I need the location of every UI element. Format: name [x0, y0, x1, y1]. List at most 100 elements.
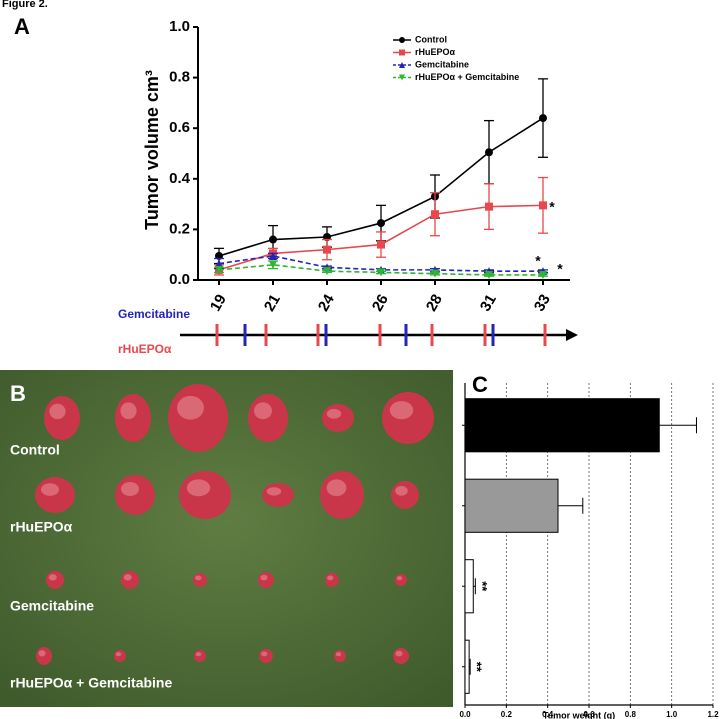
data-point — [269, 260, 277, 269]
y-tick-label: 0.0 — [169, 271, 190, 288]
tumor-highlight — [395, 485, 408, 496]
bar — [464, 478, 559, 533]
tumor — [395, 574, 407, 586]
annotation: * — [557, 261, 563, 277]
y-tick-label: 0.8 — [169, 69, 190, 86]
tumor-highlight — [195, 652, 202, 657]
panel-label: A — [14, 14, 30, 39]
schedule-arrow — [566, 329, 578, 341]
data-point — [377, 219, 385, 228]
data-point — [485, 148, 493, 157]
annotation: * — [535, 253, 541, 269]
tumor — [391, 481, 419, 509]
error-bar — [659, 417, 697, 434]
data-point — [323, 245, 331, 254]
panel-label: B — [10, 381, 26, 406]
bar — [464, 398, 660, 453]
photo-label: rHuEPOα + Gemcitabine — [10, 675, 172, 691]
schedule-label: rHuEPOα — [118, 342, 172, 356]
error-bar — [558, 497, 584, 514]
tumor — [44, 396, 80, 440]
error-bar — [473, 578, 476, 595]
tumor-highlight — [49, 403, 66, 420]
tumor-highlight — [327, 575, 334, 581]
legend-marker — [399, 49, 405, 56]
tumor-highlight — [389, 401, 414, 420]
tumor-highlight — [195, 575, 202, 581]
tumor — [320, 471, 364, 519]
x-tick-label: 33 — [531, 291, 554, 314]
x-tick-label: 0.4 — [542, 710, 554, 719]
tumor-highlight — [186, 479, 211, 497]
legend-marker — [399, 62, 405, 68]
tumor — [168, 384, 228, 452]
tumor-highlight — [48, 574, 57, 581]
tumor — [334, 650, 346, 662]
x-axis-title: Tumor weight (g) — [543, 710, 615, 719]
photo-label: rHuEPOα — [10, 519, 73, 535]
tumor — [262, 483, 294, 507]
tumor — [121, 571, 139, 589]
data-point — [485, 202, 493, 211]
data-point — [431, 210, 439, 219]
legend-label: rHuEPOα — [415, 47, 456, 57]
tumor-highlight — [260, 574, 268, 581]
data-point — [215, 265, 223, 274]
data-point — [377, 240, 385, 249]
x-tick-label: 26 — [369, 291, 392, 314]
bar — [464, 639, 470, 694]
x-tick-label: 31 — [477, 291, 500, 314]
x-tick-label: 1.2 — [707, 710, 719, 719]
data-point — [431, 269, 439, 278]
data-point — [269, 251, 277, 260]
data-point — [485, 270, 493, 279]
tumor-highlight — [254, 402, 272, 420]
tumor-highlight — [261, 651, 268, 657]
tumor-highlight — [120, 402, 137, 420]
tumor — [46, 571, 64, 589]
tumor — [325, 573, 339, 587]
panel-label: C — [472, 372, 488, 397]
data-point — [323, 267, 331, 276]
data-point — [215, 259, 223, 268]
x-tick-label: 0.6 — [583, 710, 595, 719]
data-point — [539, 270, 547, 279]
tumor — [259, 649, 273, 663]
error-bar — [469, 658, 471, 675]
data-point — [269, 235, 277, 244]
tumor — [382, 392, 434, 444]
legend-marker — [399, 37, 405, 43]
tumor-highlight — [326, 479, 347, 497]
data-point — [377, 268, 385, 277]
tumor — [114, 650, 126, 662]
x-tick-label: 0.8 — [625, 710, 637, 719]
y-tick-label: 0.4 — [169, 170, 191, 187]
photo-panel — [0, 370, 453, 707]
tumor-highlight — [41, 483, 59, 496]
annotation: ** — [475, 581, 490, 592]
tumor-highlight — [115, 652, 122, 657]
y-tick-label: 0.2 — [169, 220, 190, 237]
figure-label: Figure 2. — [2, 0, 48, 10]
legend-marker — [399, 74, 405, 81]
tumor — [393, 648, 409, 664]
photo-label: Control — [10, 442, 60, 458]
legend-label: Control — [415, 34, 447, 44]
tumor — [35, 477, 75, 513]
legend-label: rHuEPOα + Gemcitabine — [415, 72, 519, 82]
data-point — [539, 201, 547, 210]
y-tick-label: 1.0 — [169, 18, 190, 35]
x-tick-label: 28 — [423, 291, 446, 314]
bar — [464, 559, 474, 614]
annotation: ** — [470, 662, 485, 673]
x-tick-label: 24 — [315, 291, 338, 315]
tumor — [36, 647, 52, 665]
tumor — [179, 471, 231, 519]
x-tick-label: 1.0 — [666, 710, 678, 719]
data-point — [539, 114, 547, 123]
tumor-highlight — [123, 574, 132, 581]
tumor-highlight — [335, 652, 342, 657]
tumor — [322, 404, 354, 432]
x-tick-label: 0.0 — [459, 710, 471, 719]
tumor — [193, 573, 207, 587]
